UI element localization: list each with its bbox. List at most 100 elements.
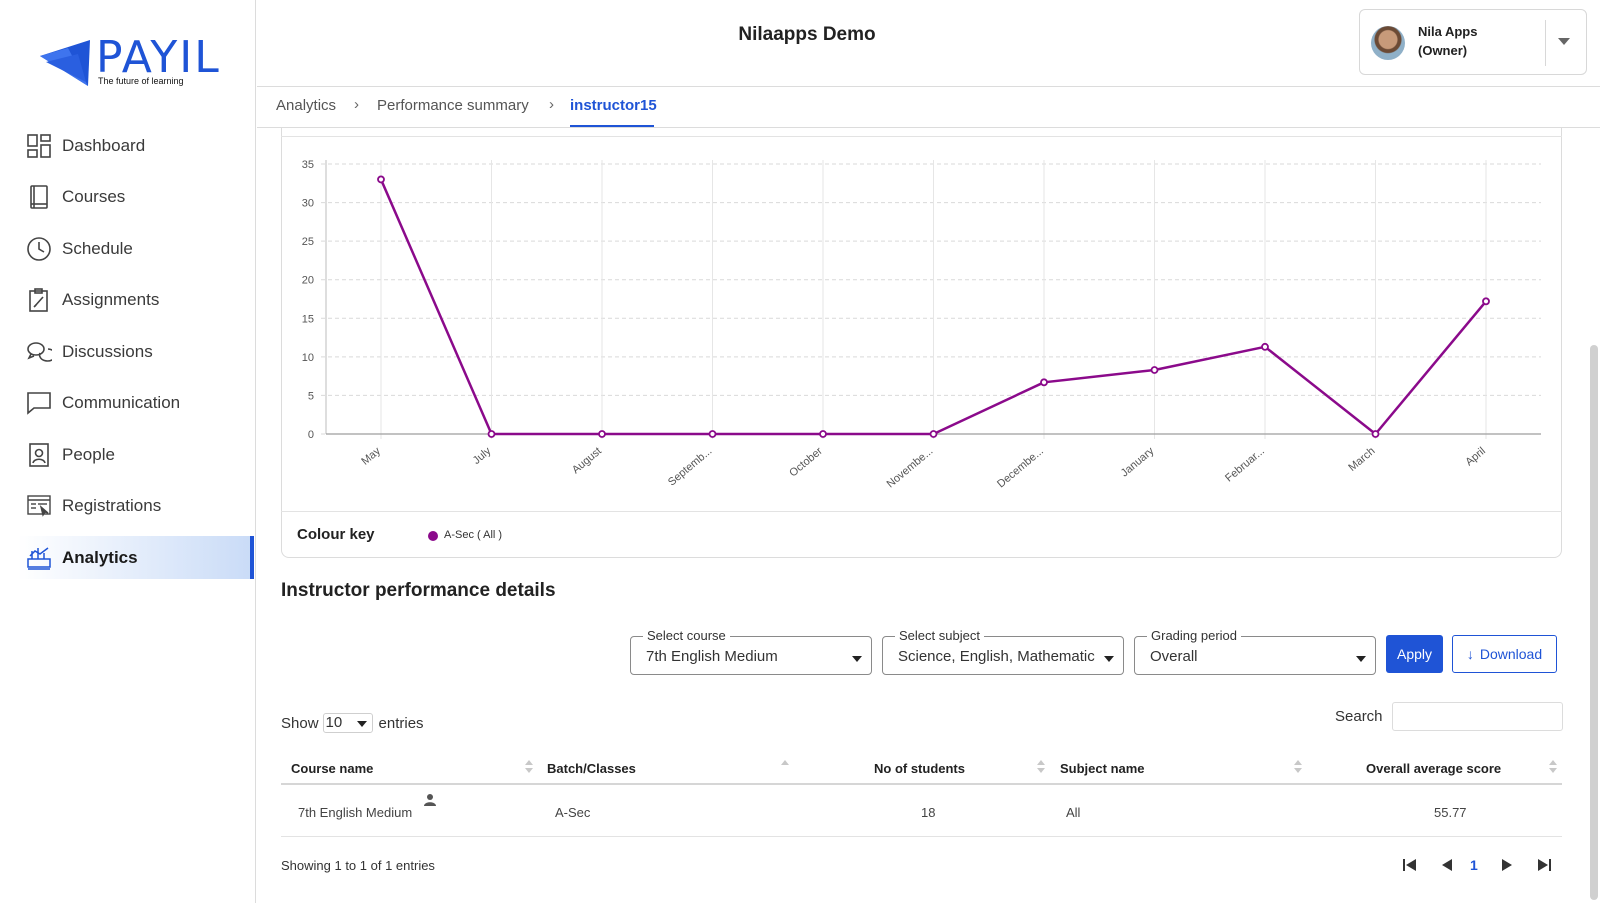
sidebar-item-dashboard[interactable]: Dashboard <box>0 124 256 167</box>
x-tick-label: April <box>1463 445 1488 468</box>
field-value: Science, English, Mathematic <box>898 648 1095 665</box>
show-entries: Show 10 entries <box>281 713 424 733</box>
sort-asc-icon[interactable] <box>781 760 789 774</box>
sidebar-nav: Dashboard Courses Schedule Assignments <box>0 124 256 588</box>
column-header-subject-name[interactable]: Subject name <box>1060 761 1145 776</box>
entries-label: entries <box>378 714 424 732</box>
data-point <box>819 430 827 438</box>
x-tick-label: August <box>570 445 604 476</box>
select-subject-dropdown[interactable]: Select subject Science, English, Mathema… <box>882 628 1124 675</box>
sort-icon[interactable] <box>1549 760 1557 774</box>
sidebar-item-communication[interactable]: Communication <box>0 382 256 425</box>
legend-entry[interactable]: A-Sec ( All ) <box>444 529 503 541</box>
breadcrumb-active-underline <box>570 125 654 127</box>
data-point <box>1482 297 1490 306</box>
apply-button[interactable]: Apply <box>1386 635 1443 673</box>
sidebar-item-analytics[interactable]: Analytics <box>18 536 254 579</box>
download-button[interactable]: ↓ Download <box>1452 635 1557 673</box>
sidebar-item-assignments[interactable]: Assignments <box>0 279 256 322</box>
top-header: Nilaapps Demo Nila Apps (Owner) <box>257 0 1600 87</box>
breadcrumb-current: instructor15 <box>570 97 657 114</box>
chat-bubbles-icon <box>26 339 52 365</box>
sidebar-item-label: People <box>62 444 115 464</box>
field-label: Select subject <box>895 628 984 643</box>
breadcrumb: Analytics › Performance summary › instru… <box>257 88 1600 128</box>
user-role: (Owner) <box>1418 43 1468 58</box>
chevron-down-icon[interactable] <box>1558 38 1570 45</box>
first-page-icon[interactable] <box>1401 856 1419 878</box>
entries-value: 10 <box>325 714 343 731</box>
next-page-icon[interactable] <box>1498 856 1516 878</box>
legend-title: Colour key <box>297 526 375 543</box>
sidebar-item-schedule[interactable]: Schedule <box>0 227 256 270</box>
page-scrollbar[interactable] <box>1590 345 1598 900</box>
person-icon <box>424 794 436 806</box>
data-point <box>1150 366 1159 374</box>
previous-page-icon[interactable] <box>1438 856 1456 878</box>
person-badge-icon <box>26 442 52 468</box>
cell-batch: A-Sec <box>555 805 591 820</box>
sidebar-item-label: Analytics <box>62 547 138 567</box>
chart-card-top-border <box>281 136 1562 137</box>
last-page-icon[interactable] <box>1535 856 1553 878</box>
table-info: Showing 1 to 1 of 1 entries <box>281 858 435 873</box>
table-header: Course name Batch/Classes No of students… <box>281 752 1562 785</box>
sidebar-item-label: Discussions <box>62 341 153 361</box>
sidebar-item-label: Schedule <box>62 238 133 258</box>
x-tick-label: May <box>359 445 383 468</box>
download-label: Download <box>1479 646 1543 662</box>
chart-card <box>281 128 1562 558</box>
caret-down-icon <box>356 721 367 727</box>
data-point <box>377 175 385 184</box>
column-header-overall-average-score[interactable]: Overall average score <box>1366 761 1502 776</box>
search-label: Search <box>1335 708 1383 725</box>
cell-subject: All <box>1066 805 1081 820</box>
chevron-right-icon: › <box>354 96 359 113</box>
grading-period-dropdown[interactable]: Grading period Overall <box>1134 628 1376 675</box>
select-course-dropdown[interactable]: Select course 7th English Medium <box>630 628 872 675</box>
sidebar-item-discussions[interactable]: Discussions <box>0 330 256 373</box>
data-point <box>1040 378 1048 387</box>
y-tick-label: 20 <box>302 275 314 287</box>
table-row[interactable]: 7th English Medium A-Sec 18 All 55.77 <box>281 785 1562 837</box>
y-tick-label: 15 <box>302 313 314 325</box>
sidebar-item-courses[interactable]: Courses <box>0 176 256 219</box>
clock-icon <box>26 236 52 262</box>
data-point <box>598 430 606 438</box>
data-point <box>1371 430 1380 438</box>
sidebar-item-registrations[interactable]: Registrations <box>0 485 256 528</box>
x-tick-label: March <box>1346 445 1377 474</box>
user-menu[interactable]: Nila Apps (Owner) <box>1359 9 1587 75</box>
sort-icon[interactable] <box>525 760 533 774</box>
sidebar-item-label: Courses <box>62 187 126 206</box>
dashboard-icon <box>26 133 52 159</box>
analytics-icon <box>26 545 52 571</box>
sort-icon[interactable] <box>1037 760 1045 774</box>
sidebar-item-label: Registrations <box>62 496 162 515</box>
sort-icon[interactable] <box>1294 760 1302 774</box>
book-icon <box>26 184 52 210</box>
entries-per-page-select[interactable]: 10 <box>322 713 373 733</box>
y-tick-label: 10 <box>302 352 314 364</box>
cell-score: 55.77 <box>1434 805 1467 820</box>
x-tick-label: Februar... <box>1223 445 1267 484</box>
x-tick-label: Novembe... <box>885 445 936 490</box>
cell-students: 18 <box>921 805 936 820</box>
current-page-number[interactable]: 1 <box>1470 857 1478 873</box>
field-value: Overall <box>1150 648 1198 665</box>
breadcrumb-performance-summary[interactable]: Performance summary <box>377 97 529 114</box>
data-point <box>929 430 938 438</box>
cell-course-name: 7th English Medium <box>298 805 413 820</box>
payil-logo[interactable]: PAYIL The future of learning <box>38 30 228 90</box>
show-label: Show <box>281 714 319 732</box>
column-header-course-name[interactable]: Course name <box>291 761 374 776</box>
column-header-batch-classes[interactable]: Batch/Classes <box>547 761 636 776</box>
sidebar-item-people[interactable]: People <box>0 433 256 476</box>
column-header-no-of-students[interactable]: No of students <box>874 761 965 776</box>
data-point <box>1261 342 1269 351</box>
user-menu-divider <box>1545 20 1546 66</box>
breadcrumb-analytics[interactable]: Analytics <box>276 97 337 114</box>
section-title: Instructor performance details <box>281 580 556 601</box>
search-input[interactable] <box>1392 702 1563 731</box>
